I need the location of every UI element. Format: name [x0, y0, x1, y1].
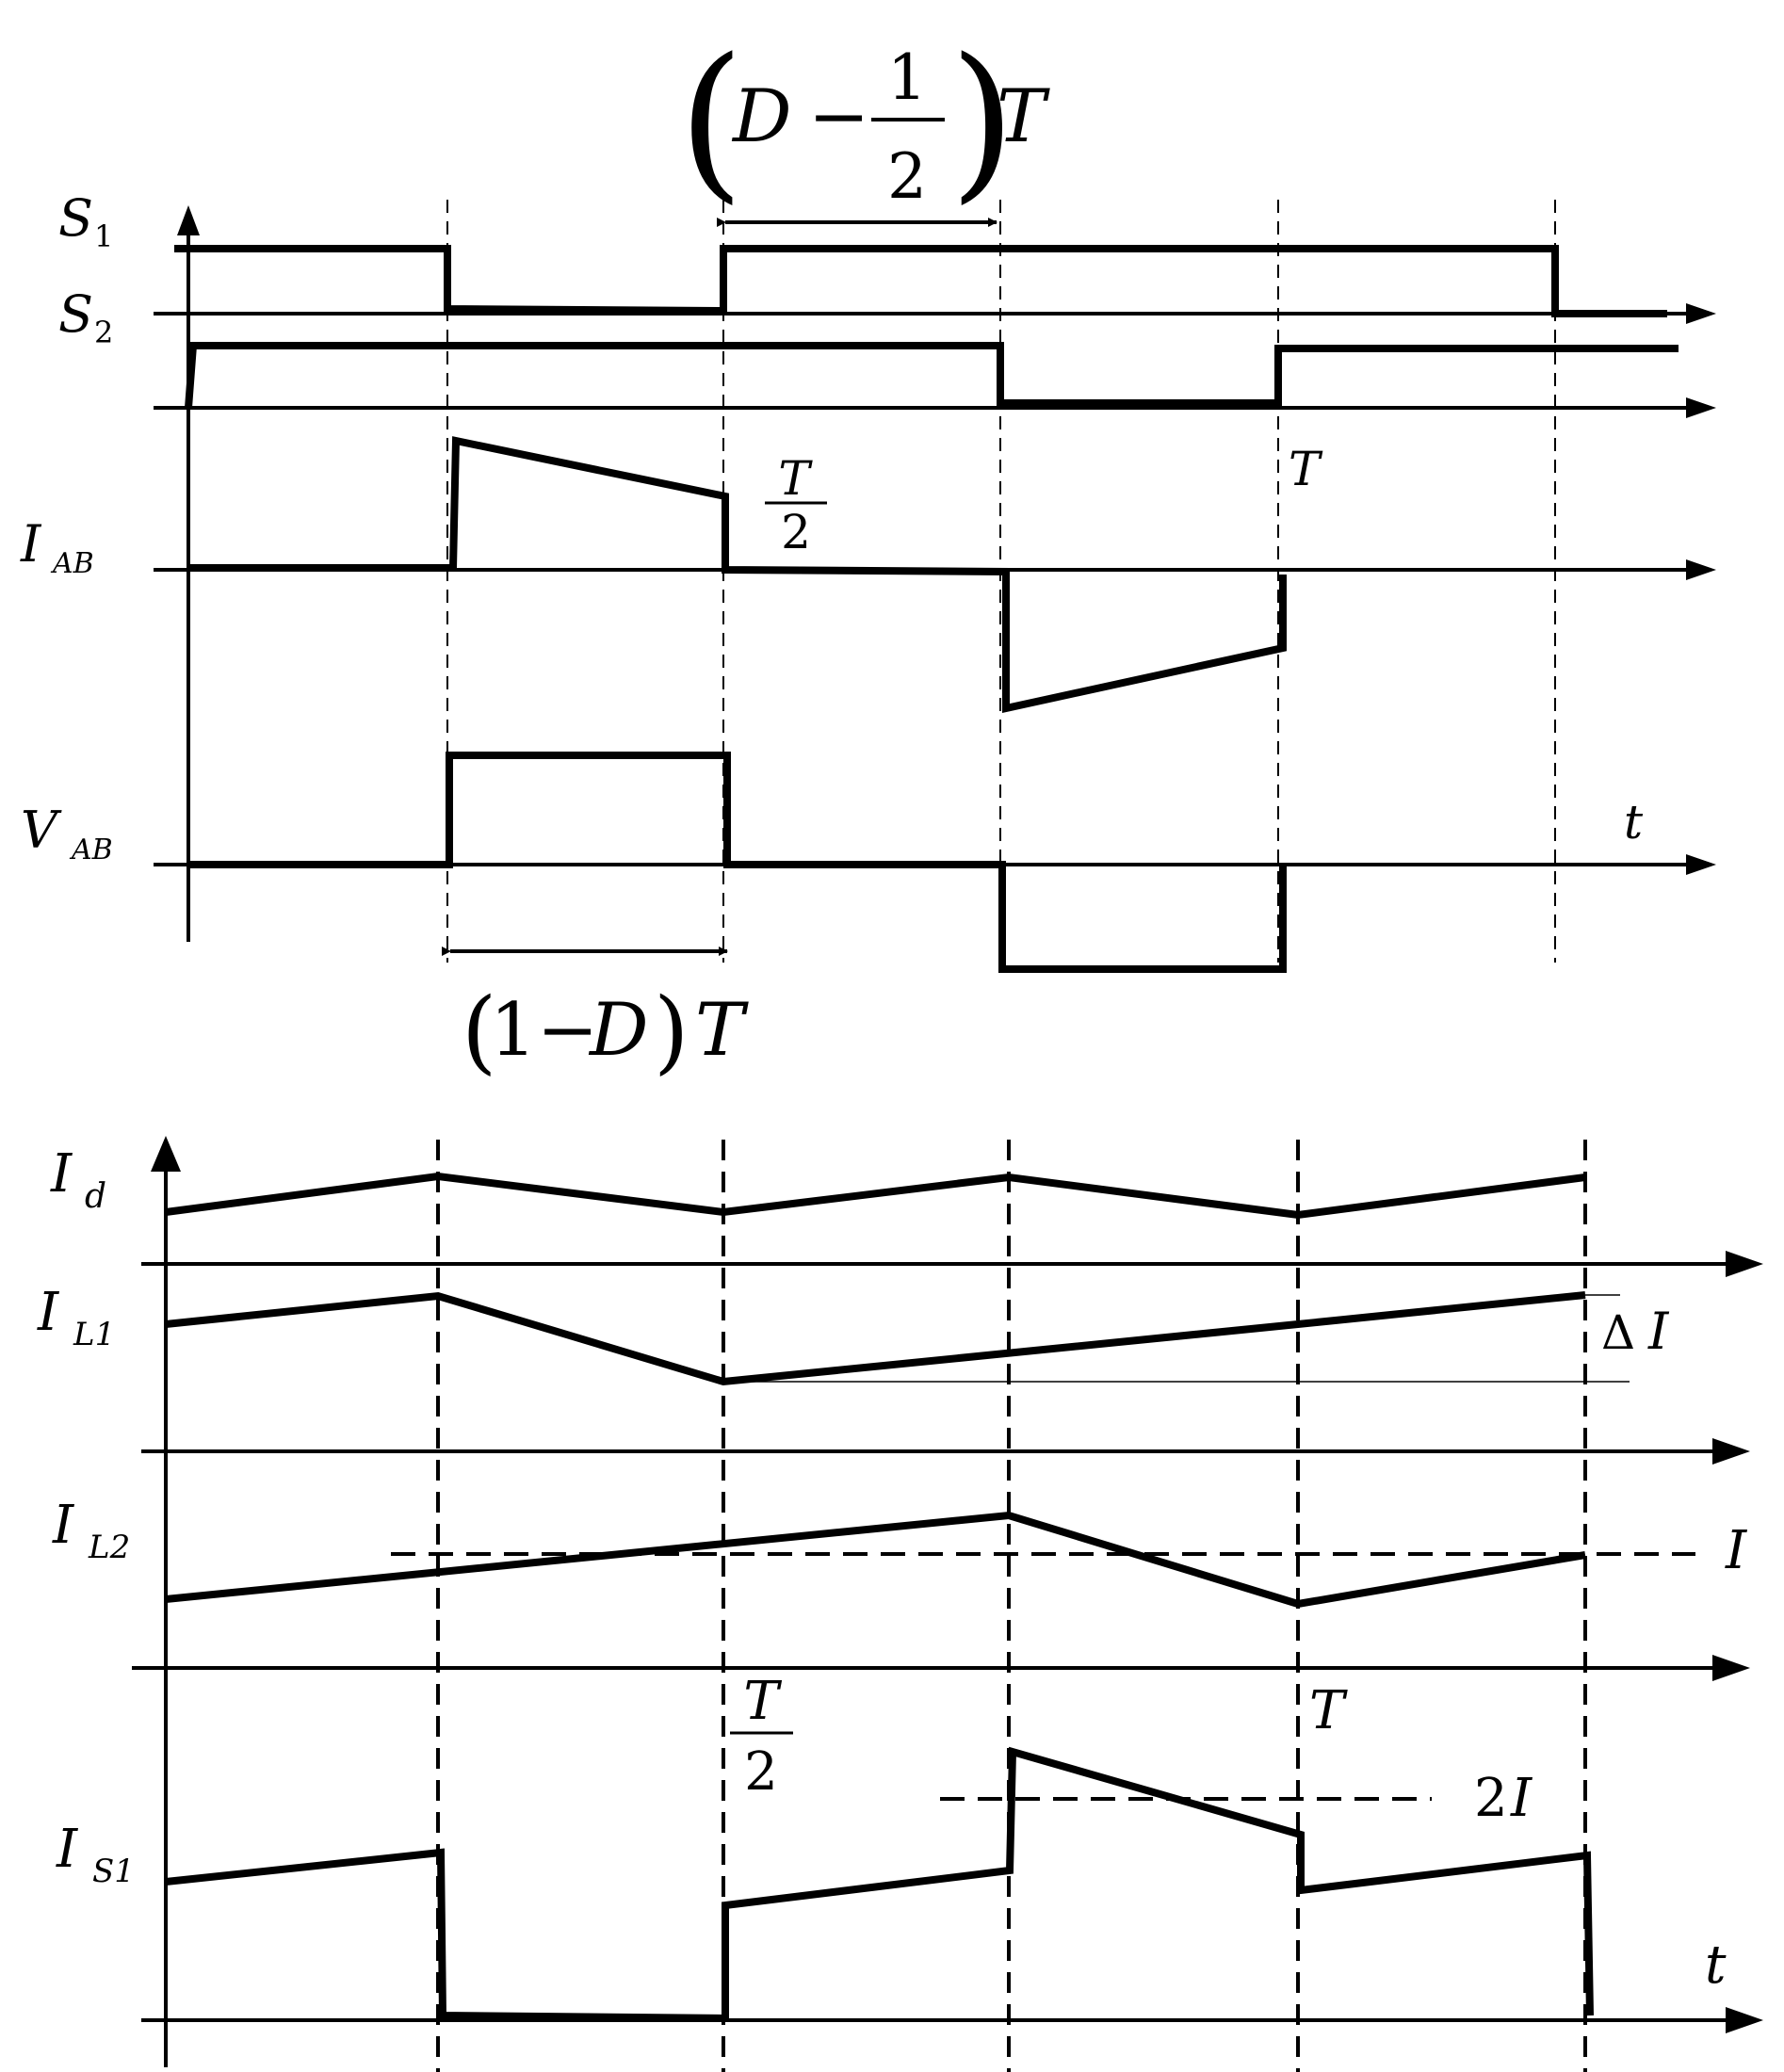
s2-waveform: [185, 342, 1679, 409]
s2-label: S 2: [58, 284, 113, 350]
id-label: I d: [50, 1143, 106, 1216]
iab-waveform: [188, 436, 1287, 713]
is1-waveform: [165, 1746, 1594, 2023]
top-period-label: T: [1289, 442, 1323, 496]
svg-text:−: −: [808, 74, 869, 159]
bottom-half-period-label: T 2: [730, 1671, 793, 1803]
svg-text:2: 2: [744, 1741, 778, 1803]
s1-waveform: [174, 245, 1667, 317]
top-t-axis-label: t: [1624, 795, 1644, 850]
bottom-vertical-axis-arrow: [151, 1136, 181, 1172]
svg-text:): ): [949, 23, 1015, 219]
top-vertical-axis-arrow: [177, 205, 200, 235]
svg-text:T: T: [743, 1671, 782, 1732]
svg-text:1: 1: [490, 988, 537, 1073]
bottom-diagram: I d I L1 I L2 I S1 Δ I I 2 I T 2 T: [37, 1136, 1763, 2072]
svg-text:2: 2: [1474, 1768, 1508, 1829]
svg-text:T: T: [695, 988, 749, 1073]
id-waveform: [165, 1172, 1586, 1220]
svg-text:I: I: [52, 1495, 75, 1556]
bottom-interval-formula: ( 1 − D ) T: [462, 979, 749, 1084]
avg-i-label: I: [1725, 1520, 1748, 1581]
svg-text:1: 1: [887, 41, 927, 114]
il1-label: I L1: [37, 1282, 115, 1353]
svg-text:I: I: [50, 1143, 73, 1205]
svg-text:I: I: [20, 514, 42, 574]
svg-text:I: I: [1647, 1302, 1670, 1361]
il2-label: I L2: [52, 1495, 130, 1566]
svg-text:d: d: [85, 1177, 106, 1216]
svg-text:S: S: [58, 188, 93, 248]
il1-waveform: [165, 1291, 1586, 1386]
vab-label: V AB: [21, 801, 113, 866]
top-interval-formula: ( D − 1 2 ) T: [678, 23, 1050, 219]
bottom-horizontal-axes: [132, 1251, 1763, 2033]
top-half-period-label: T 2: [765, 451, 827, 559]
vab-waveform: [188, 752, 1287, 973]
top-horizontal-axes: [154, 303, 1716, 875]
s1-label: S 1: [58, 188, 113, 254]
svg-text:D: D: [588, 988, 649, 1073]
svg-text:V: V: [21, 801, 62, 860]
svg-text:Δ: Δ: [1601, 1305, 1635, 1360]
is1-label: I S1: [56, 1819, 135, 1890]
svg-text:S: S: [58, 284, 93, 344]
svg-text:AB: AB: [50, 547, 94, 580]
svg-text:L1: L1: [73, 1316, 115, 1353]
svg-text:I: I: [56, 1819, 79, 1880]
svg-text:S1: S1: [92, 1853, 135, 1890]
two-i-label: 2 I: [1474, 1768, 1533, 1829]
svg-text:D: D: [731, 74, 792, 159]
svg-text:I: I: [1510, 1768, 1533, 1829]
svg-text:2: 2: [781, 505, 811, 559]
delta-i-label: Δ I: [1601, 1302, 1670, 1361]
svg-text:T: T: [778, 451, 813, 506]
svg-text:L2: L2: [88, 1529, 130, 1566]
svg-text:T: T: [997, 74, 1050, 159]
top-diagram: S 1 S 2 I AB V AB T 2 T t ( D − 1: [20, 23, 1716, 1084]
svg-text:(: (: [462, 979, 496, 1084]
svg-text:2: 2: [94, 315, 113, 350]
svg-text:AB: AB: [69, 834, 113, 866]
svg-text:): ): [654, 979, 689, 1084]
svg-text:−: −: [537, 988, 598, 1073]
svg-text:1: 1: [94, 219, 113, 254]
iab-label: I AB: [20, 514, 94, 580]
svg-text:I: I: [37, 1282, 60, 1343]
bottom-t-axis-label: t: [1705, 1934, 1727, 1996]
il2-waveform: [165, 1511, 1586, 1609]
bottom-time-markers: [436, 1140, 1587, 2072]
svg-text:(: (: [678, 23, 744, 219]
bottom-period-label: T: [1309, 1680, 1348, 1741]
svg-text:2: 2: [887, 140, 927, 213]
